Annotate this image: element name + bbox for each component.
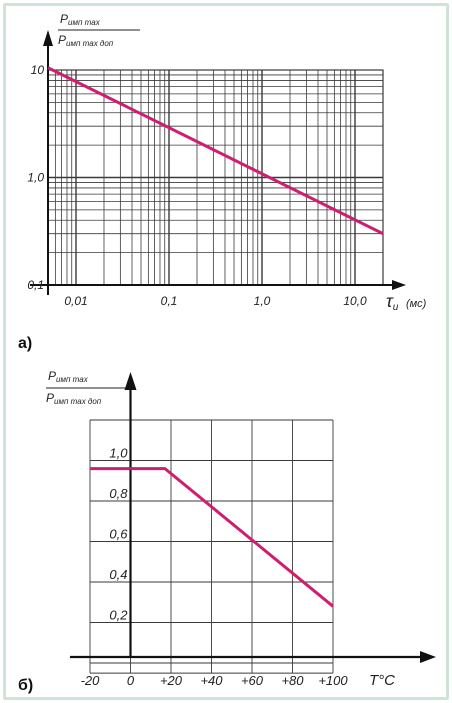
- x-tick-label: +40: [200, 673, 223, 688]
- y-tick-label: 0,2: [109, 608, 128, 623]
- x-tick-label: +100: [318, 673, 348, 688]
- x-tick-label: 1,0: [254, 294, 271, 308]
- y-tick-label: 10: [31, 63, 45, 77]
- x-axis-arrow: [420, 651, 436, 663]
- y-axis-arrow: [124, 372, 137, 390]
- x-axis-arrow: [392, 280, 406, 290]
- x-axis-unit: (мс): [406, 298, 427, 310]
- y-tick-label: 1,0: [27, 171, 44, 185]
- y-tick-label: 0,6: [109, 527, 128, 542]
- figure-frame: [3, 3, 449, 700]
- y-tick-label: 0,1: [27, 278, 44, 292]
- y-tick-label: 1,0: [109, 446, 128, 461]
- ylabel-numerator: Pимп max: [48, 369, 89, 384]
- y-tick-label: 0,4: [109, 567, 127, 582]
- x-tick-label: +20: [160, 673, 183, 688]
- y-axis-arrow: [43, 30, 53, 46]
- x-axis-label: T°C: [369, 672, 395, 689]
- series-line: [90, 467, 334, 608]
- panel-label: б): [18, 677, 33, 694]
- series-line: [47, 66, 384, 236]
- x-tick-label: -20: [81, 673, 101, 688]
- y-tick-label: 0,8: [109, 486, 128, 501]
- x-tick-label: 10,0: [343, 294, 367, 308]
- panel-label: а): [18, 335, 32, 352]
- x-tick-label: 0,1: [161, 294, 178, 308]
- ylabel-denominator: Pимп max доп: [46, 391, 102, 406]
- x-tick-label: +60: [241, 673, 264, 688]
- x-tick-label: 0: [127, 673, 135, 688]
- x-tick-label: +80: [281, 673, 304, 688]
- x-tick-label: 0,01: [64, 294, 87, 308]
